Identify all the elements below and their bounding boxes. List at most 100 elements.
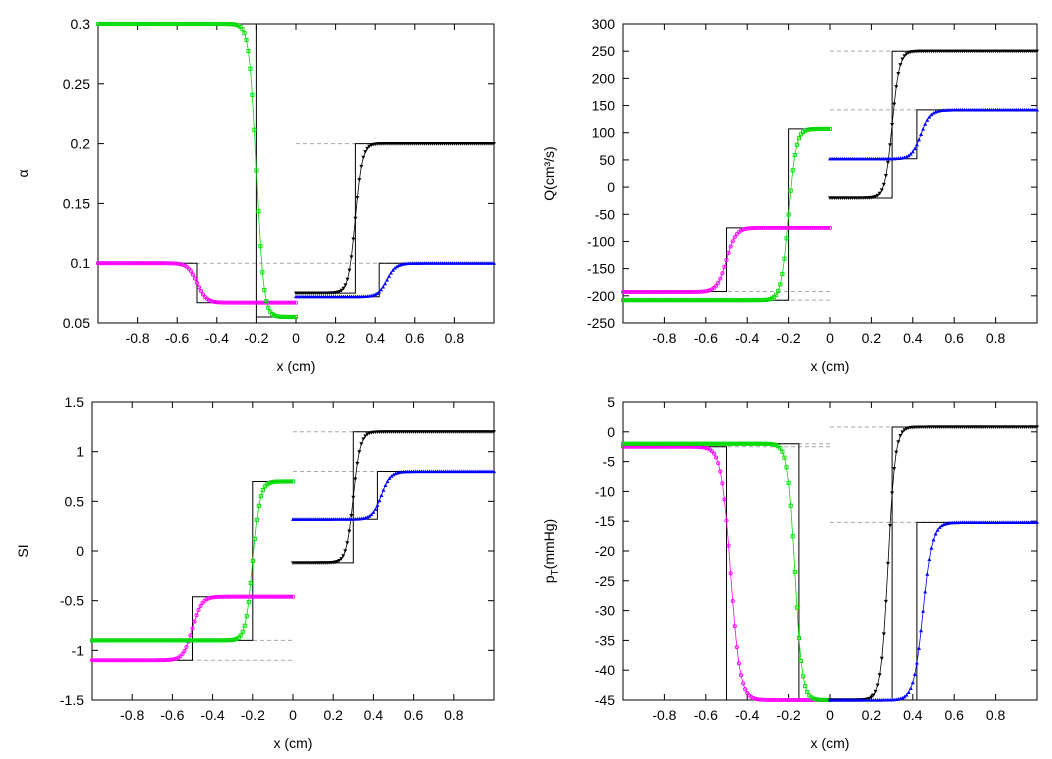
data-point-black — [337, 558, 342, 563]
data-point-magenta — [190, 626, 195, 631]
data-point-green — [755, 298, 760, 303]
data-point-magenta — [250, 594, 255, 599]
data-point-green — [707, 298, 712, 303]
data-point-green — [759, 298, 764, 303]
data-point-magenta — [798, 697, 804, 703]
data-point-blue — [923, 122, 928, 126]
data-point-magenta — [131, 261, 136, 266]
data-point-blue — [919, 628, 924, 633]
data-point-green — [699, 441, 704, 446]
data-point-magenta — [200, 292, 205, 297]
data-point-green — [664, 298, 669, 303]
data-point-green — [718, 441, 723, 446]
x-tick-label: 0.6 — [944, 330, 964, 346]
x-tick-label: -0.2 — [241, 707, 265, 723]
data-point-blue — [935, 527, 940, 532]
data-point-magenta — [629, 289, 634, 295]
data-point-magenta — [680, 289, 686, 295]
data-point-green — [240, 27, 245, 32]
data-point-magenta — [807, 697, 812, 703]
data-point-green — [736, 298, 741, 303]
data-point-magenta — [266, 594, 271, 599]
data-point-magenta — [643, 289, 648, 295]
data-point-green — [796, 635, 802, 641]
data-point-magenta — [284, 594, 290, 599]
series-black — [291, 430, 496, 565]
x-tick-label: 0.8 — [986, 330, 1006, 346]
x-tick-label: 0.4 — [903, 707, 923, 723]
x-tick-label: -0.2 — [244, 330, 268, 346]
data-point-magenta — [695, 289, 700, 294]
panel-alpha: -0.8 -0.6 -0.4 -0.2 0 0.2 0.4 0.6 0.8 0.05 0.1 0.15… — [0, 0, 526, 380]
data-point-magenta — [224, 300, 229, 305]
data-point-green — [242, 623, 247, 628]
data-point-magenta — [242, 594, 247, 599]
data-point-magenta — [761, 225, 766, 230]
data-point-green — [674, 298, 679, 303]
data-point-magenta — [137, 261, 142, 266]
data-point-green — [815, 126, 820, 132]
y-axis-label-sub: T — [550, 569, 561, 575]
data-point-magenta — [268, 300, 273, 305]
data-point-green — [662, 441, 667, 446]
data-point-green — [716, 441, 721, 446]
data-point-blue — [381, 488, 386, 492]
data-point-green — [712, 441, 717, 446]
data-point-green — [620, 298, 626, 303]
x-tick-label: -0.4 — [205, 330, 229, 346]
data-point-green — [633, 441, 638, 446]
panel-pressure: -0.8 -0.6 -0.4 -0.2 0 0.2 0.4 0.6 0.8 -45 -40 -35 -3… — [526, 380, 1052, 759]
data-point-magenta — [654, 289, 659, 295]
data-point-green — [788, 188, 793, 193]
data-point-black — [365, 432, 370, 437]
data-point-magenta — [210, 299, 215, 304]
y-tick-label: -25 — [595, 573, 615, 589]
data-point-green — [651, 298, 657, 303]
data-point-green — [258, 494, 263, 499]
data-point-magenta — [278, 594, 283, 599]
data-point-magenta — [734, 232, 739, 237]
data-point-magenta — [260, 300, 265, 305]
data-point-magenta — [95, 658, 101, 663]
data-point-blue — [391, 472, 396, 477]
data-point-magenta — [232, 300, 237, 305]
data-point-magenta — [751, 696, 756, 701]
data-point-magenta — [97, 658, 103, 663]
data-point-magenta — [286, 594, 292, 599]
series-magenta — [89, 594, 296, 663]
data-point-green — [254, 168, 259, 173]
data-point-black — [363, 434, 368, 438]
data-point-magenta — [167, 261, 172, 266]
data-point-magenta — [262, 594, 267, 599]
y-tick-label: 0 — [607, 424, 615, 440]
data-point-magenta — [124, 658, 129, 663]
data-point-magenta — [135, 261, 140, 266]
data-point-green — [701, 441, 706, 446]
data-point-magenta — [95, 261, 101, 266]
data-point-black — [898, 63, 903, 67]
data-point-blue — [929, 112, 934, 117]
data-point-magenta — [780, 697, 785, 703]
data-point-green — [654, 298, 659, 303]
data-point-green — [714, 441, 719, 446]
data-point-magenta — [718, 469, 723, 474]
data-point-magenta — [647, 289, 652, 295]
data-point-magenta — [751, 226, 756, 231]
data-point-blue — [383, 483, 388, 488]
data-point-green — [639, 298, 644, 303]
data-point-blue — [917, 646, 922, 650]
data-point-black — [1035, 49, 1039, 54]
data-point-magenta — [159, 261, 164, 266]
data-point-blue — [900, 695, 905, 700]
data-point-blue — [914, 142, 919, 147]
data-point-black — [869, 695, 874, 700]
data-point-magenta — [631, 289, 636, 295]
data-point-magenta — [175, 261, 180, 266]
data-point-magenta — [274, 300, 279, 305]
data-point-black — [345, 277, 350, 282]
data-point-magenta — [220, 594, 225, 599]
data-point-magenta — [633, 289, 638, 295]
data-point-magenta — [200, 600, 205, 605]
x-tick-label: 0.2 — [326, 330, 346, 346]
data-point-magenta — [693, 289, 698, 294]
